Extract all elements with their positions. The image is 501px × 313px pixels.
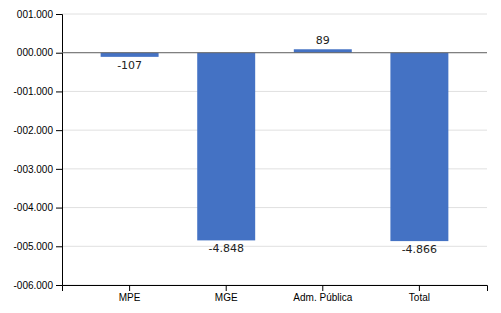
tick: -003.000 [14, 164, 62, 175]
data-label: -107 [117, 59, 142, 72]
tick-mark [56, 91, 62, 92]
tick-mark [56, 246, 62, 247]
tick: MPE [119, 285, 141, 303]
tick-label: Total [409, 292, 430, 303]
data-label: -4.848 [208, 242, 243, 255]
bar [294, 49, 352, 52]
tick-mark [56, 14, 62, 15]
tick-label: -002.000 [14, 125, 54, 136]
grid [62, 14, 487, 285]
zero-line [62, 52, 487, 53]
axis-line [63, 286, 488, 292]
tick-mark [419, 285, 420, 291]
data-label: -4.866 [402, 243, 437, 256]
x-axis: MPE MGE Adm. Pública Total [63, 285, 488, 303]
tick: -004.000 [14, 202, 62, 213]
tick-label: 001.000 [17, 9, 54, 20]
tick-label: -004.000 [14, 202, 54, 213]
tick: MGE [215, 285, 238, 303]
tick-mark [129, 285, 130, 291]
data-label: 89 [316, 34, 330, 47]
tick-label: -006.000 [14, 280, 54, 291]
y-axis: -006.000 -005.000 -004.000 -003.000 -002.000… [14, 9, 63, 291]
tick-mark [56, 285, 62, 286]
tick-mark [56, 53, 62, 54]
tick-label: MGE [215, 292, 238, 303]
chart: -006.000 -005.000 -004.000 -003.000 -002.000… [0, 0, 501, 313]
tick: Total [409, 285, 430, 303]
tick-mark [56, 169, 62, 170]
bars [101, 49, 449, 241]
tick: 000.000 [17, 47, 62, 58]
tick: -001.000 [14, 86, 62, 97]
tick: -002.000 [14, 125, 62, 136]
axis-line [56, 15, 63, 286]
plot: -006.000 -005.000 -004.000 -003.000 -002.000… [14, 9, 488, 303]
tick-mark [56, 208, 62, 209]
bar [390, 53, 448, 241]
tick: Adm. Pública [293, 285, 352, 303]
tick-label: -005.000 [14, 241, 54, 252]
tick-label: MPE [119, 292, 141, 303]
tick-label: -001.000 [14, 86, 54, 97]
tick: -006.000 [14, 280, 62, 291]
grid-line [62, 14, 487, 15]
bar [197, 53, 255, 241]
tick-label: 000.000 [17, 47, 54, 58]
grid-line [62, 52, 487, 53]
tick: 001.000 [17, 9, 62, 20]
tick-mark [322, 285, 323, 291]
tick: -005.000 [14, 241, 62, 252]
tick-label: -003.000 [14, 164, 54, 175]
bar [101, 53, 159, 57]
data-labels: -107 -4.848 89 -4.866 [117, 34, 437, 256]
tick-label: Adm. Pública [293, 292, 352, 303]
tick-mark [56, 130, 62, 131]
tick-mark [226, 285, 227, 291]
